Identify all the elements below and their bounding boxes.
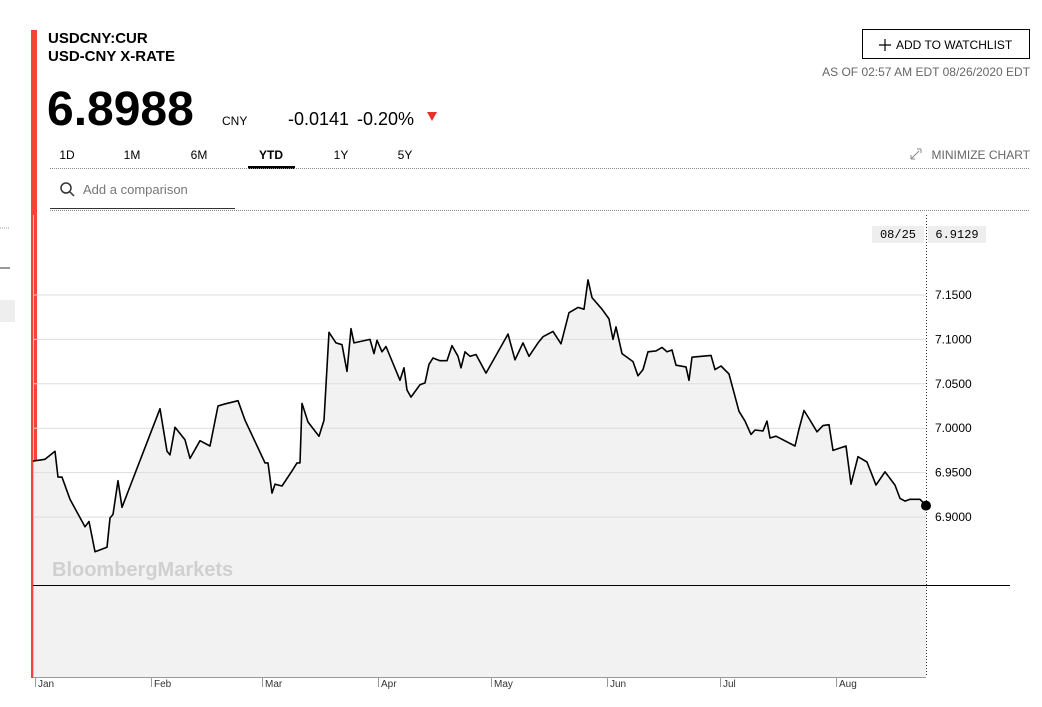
- search-icon: [60, 182, 72, 194]
- date-label: 08/25: [880, 228, 916, 242]
- x-tick-label: May: [494, 679, 513, 690]
- down-arrow: [427, 112, 437, 121]
- x-tick-label: Jan: [38, 679, 54, 690]
- search-icon: [69, 191, 75, 197]
- y-tick-label: 7.1500: [935, 288, 972, 302]
- instrument-name: USD-CNY X-RATE: [48, 48, 175, 65]
- y-tick-label: 7.0000: [935, 421, 972, 435]
- minimize-chart[interactable]: MINIMIZE CHART: [932, 148, 1031, 162]
- x-tick-label: Feb: [154, 679, 172, 690]
- ticker: USDCNY:CUR: [48, 30, 148, 47]
- x-tick-label: Jul: [723, 679, 736, 690]
- x-tick-label: Jun: [610, 679, 626, 690]
- last-point: [921, 500, 931, 511]
- y-tick-label: 6.9500: [935, 466, 972, 480]
- as-of: AS OF 02:57 AM EDT 08/26/2020 EDT: [822, 65, 1031, 79]
- tabs: 1D 1M 6M YTD 1Y 5Y: [59, 148, 412, 169]
- value-label: 6.9129: [935, 228, 978, 242]
- currency: CNY: [222, 114, 247, 128]
- chart: 6.9000 6.9500 7.0000 7.0500 7.1000 7.1500 08/2…: [32, 215, 1010, 690]
- watchlist-button[interactable]: [862, 29, 1030, 59]
- y-tick-label: 7.0500: [935, 377, 972, 391]
- tab[interactable]: 1Y: [334, 148, 349, 162]
- x-tick-label: Aug: [839, 679, 857, 690]
- watermark: BloombergMarkets: [52, 559, 233, 581]
- y-tick-label: 7.1000: [935, 332, 972, 346]
- tab-underline: [248, 166, 295, 169]
- x-tick-label: Mar: [265, 679, 283, 690]
- tab[interactable]: 5Y: [398, 148, 413, 162]
- tab[interactable]: 6M: [191, 148, 208, 162]
- tab[interactable]: 1D: [59, 148, 75, 162]
- y-tick-label: 6.9000: [935, 510, 972, 524]
- area: [33, 279, 926, 677]
- tab[interactable]: YTD: [259, 148, 283, 162]
- plus-icon: [879, 39, 891, 51]
- date-label-box: [872, 226, 924, 243]
- value-label-box: [928, 226, 986, 243]
- minimize-icon: [910, 148, 922, 160]
- watchlist-label[interactable]: ADD TO WATCHLIST: [896, 38, 1013, 52]
- x-tick-label: Apr: [381, 679, 397, 690]
- change-pct: -0.20%: [357, 109, 414, 129]
- edge-fragment: [0, 300, 15, 322]
- price-line: [32, 279, 927, 553]
- price: 6.8988: [47, 83, 194, 136]
- comparison-input[interactable]: Add a comparison: [83, 182, 188, 197]
- change: -0.0141: [288, 109, 349, 129]
- tab[interactable]: 1M: [124, 148, 141, 162]
